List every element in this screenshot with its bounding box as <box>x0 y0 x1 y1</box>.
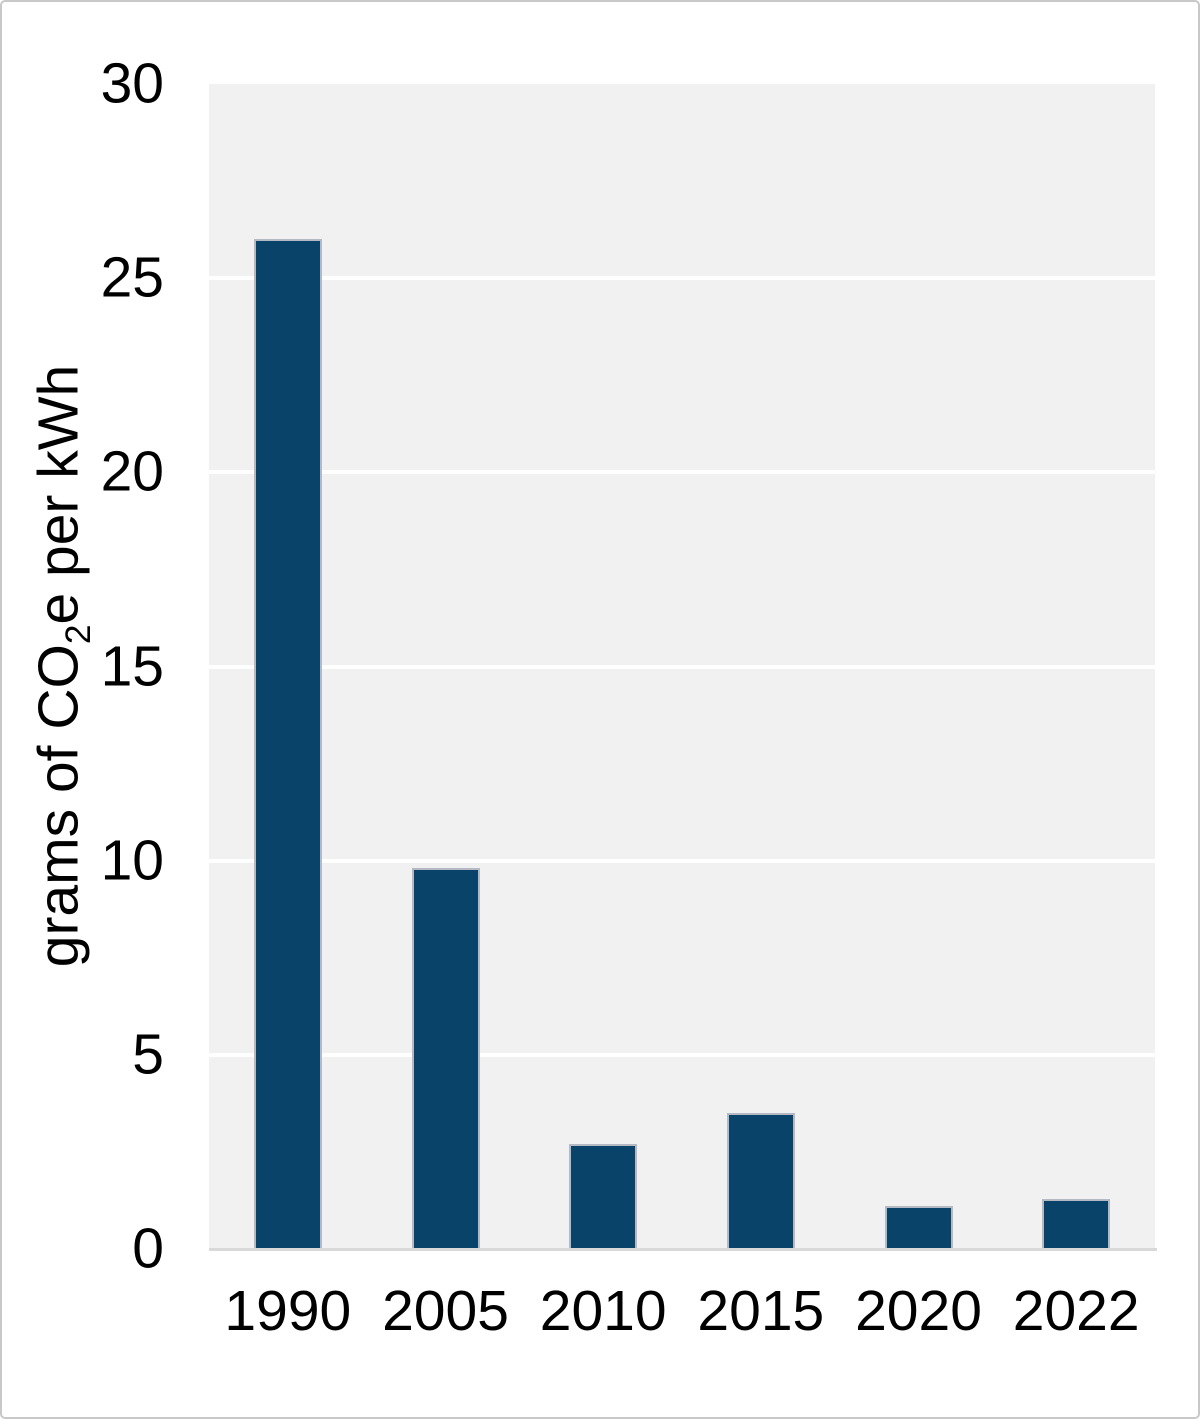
gridline-10 <box>209 858 1155 863</box>
y-tick-label-0: 0 <box>132 1216 164 1281</box>
y-tick-label-5: 5 <box>132 1022 164 1087</box>
bar-2010 <box>569 1144 638 1249</box>
x-tick-label-2010: 2010 <box>539 1279 667 1343</box>
y-tick-label-20: 20 <box>100 439 164 504</box>
x-tick-label-2022: 2022 <box>1012 1279 1140 1343</box>
gridline-25 <box>209 276 1155 281</box>
bar-2015 <box>726 1113 795 1249</box>
x-tick-label-2005: 2005 <box>382 1279 509 1343</box>
x-tick-label-1990: 1990 <box>224 1279 352 1343</box>
bar-2022 <box>1042 1198 1111 1249</box>
bar-1990 <box>253 239 322 1249</box>
bar-2020 <box>884 1206 953 1249</box>
x-axis-line <box>209 1248 1157 1251</box>
x-tick-label-2020: 2020 <box>855 1279 982 1343</box>
bar-2005 <box>411 868 480 1249</box>
gridline-20 <box>209 470 1155 475</box>
y-tick-label-30: 30 <box>100 51 164 116</box>
y-tick-label-10: 10 <box>100 828 164 893</box>
y-tick-label-25: 25 <box>100 245 164 310</box>
gridline-15 <box>209 664 1155 669</box>
gridline-5 <box>209 1052 1155 1057</box>
plot-area <box>209 84 1155 1249</box>
y-tick-label-15: 15 <box>100 634 164 698</box>
x-tick-label-2015: 2015 <box>697 1279 825 1343</box>
